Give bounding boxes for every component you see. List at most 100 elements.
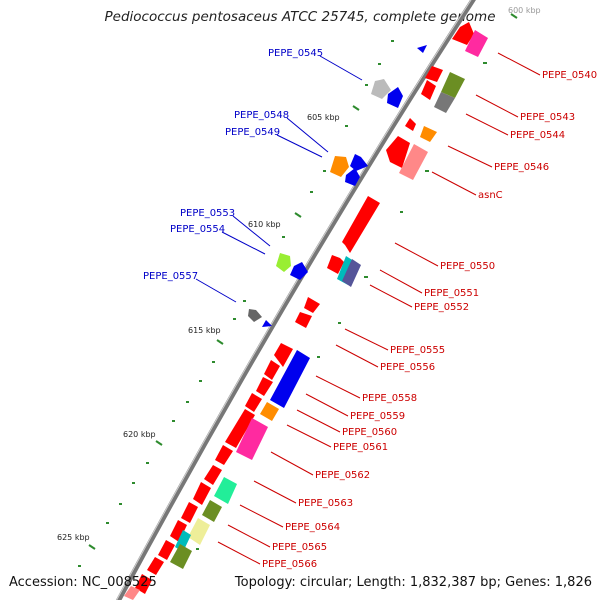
gene-label-reverse[interactable]: PEPE_0558 [362, 393, 417, 404]
gene-label-reverse[interactable]: PEPE_0556 [380, 362, 435, 373]
gene-label-forward[interactable]: PEPE_0549 [225, 127, 280, 138]
gene-label-reverse[interactable]: PEPE_0543 [520, 112, 575, 123]
gene-arrow[interactable] [147, 557, 164, 575]
gene-arrow[interactable] [327, 255, 344, 274]
gene-arrow[interactable] [256, 377, 273, 396]
leader-line [253, 480, 297, 504]
tick-dot [483, 62, 487, 64]
gene-arrow[interactable] [236, 418, 268, 460]
gene-label-forward[interactable]: PEPE_0554 [170, 224, 225, 235]
gene-arrow[interactable] [345, 168, 360, 186]
gene-label-forward[interactable]: PEPE_0548 [234, 110, 289, 121]
gene-arrow[interactable] [387, 87, 403, 108]
gene-label-reverse[interactable]: PEPE_0564 [285, 522, 340, 533]
gene-arrow[interactable] [260, 402, 279, 421]
gene-label-reverse[interactable]: PEPE_0546 [494, 162, 549, 173]
gene-arrow[interactable] [452, 22, 474, 45]
gene-label-reverse[interactable]: PEPE_0540 [542, 70, 597, 81]
gene-label-reverse[interactable]: PEPE_0552 [414, 302, 469, 313]
tick-major [294, 212, 302, 218]
gene-arrow[interactable] [170, 544, 192, 569]
leader-line [379, 269, 423, 294]
gene-label-forward[interactable]: PEPE_0553 [180, 208, 235, 219]
gene-arrow[interactable] [215, 445, 233, 465]
leader-line [286, 117, 329, 153]
gene-label-forward[interactable]: PEPE_0545 [268, 48, 323, 59]
gene-arrow[interactable] [214, 477, 237, 504]
gene-arrow[interactable] [441, 72, 465, 98]
gene-arrow[interactable] [405, 118, 416, 131]
genome-backbone [115, 0, 476, 600]
map-title: Pediococcus pentosaceus ATCC 25745, comp… [104, 9, 496, 25]
gene-arrow[interactable] [276, 253, 291, 272]
tick-dot [78, 565, 81, 567]
scale-label: 605 kbp [307, 113, 340, 122]
gene-label-reverse[interactable]: PEPE_0565 [272, 542, 327, 553]
gene-label-reverse[interactable]: PEPE_0560 [342, 427, 397, 438]
gene-arrow[interactable] [245, 393, 262, 412]
gene-arrow[interactable] [417, 45, 427, 53]
tick-dot [146, 462, 149, 464]
gene-label-reverse[interactable]: PEPE_0566 [262, 559, 317, 570]
scale-label: 615 kbp [188, 326, 221, 335]
tick-dot [345, 125, 348, 127]
gene-arrow[interactable] [248, 309, 262, 322]
gene-label-reverse[interactable]: PEPE_0551 [424, 288, 479, 299]
leader-line [497, 52, 541, 76]
gene-arrow[interactable] [135, 574, 152, 594]
gene-arrow[interactable] [386, 136, 410, 168]
gene-arrow[interactable] [399, 144, 428, 180]
tick-dot [323, 170, 326, 172]
gene-label-reverse[interactable]: PEPE_0559 [350, 411, 405, 422]
gene-arrow[interactable] [204, 465, 222, 485]
gene-arrow[interactable] [264, 360, 280, 380]
leader-line [431, 171, 477, 196]
leader-line [195, 278, 237, 303]
gene-label-reverse[interactable]: PEPE_0550 [440, 261, 495, 272]
gene-label-reverse[interactable]: PEPE_0555 [390, 345, 445, 356]
tick-dots-inner [196, 62, 487, 550]
gene-arrow[interactable] [188, 518, 210, 545]
tick-dot [186, 401, 189, 403]
tick-marks-major [88, 13, 518, 550]
leader-line [227, 524, 271, 548]
forward-genes [248, 45, 427, 327]
gene-arrow[interactable] [270, 350, 310, 408]
gene-arrow[interactable] [170, 520, 187, 542]
scale-label: 600 kbp [508, 6, 541, 15]
gene-arrow[interactable] [350, 154, 368, 171]
scale-label: 625 kbp [57, 533, 90, 542]
gene-label-reverse[interactable]: PEPE_0561 [333, 442, 388, 453]
gene-arrow[interactable] [330, 156, 349, 177]
gene-arrow[interactable] [371, 79, 391, 99]
gene-arrow[interactable] [465, 30, 488, 57]
leader-line [344, 328, 389, 351]
gene-arrow[interactable] [124, 586, 140, 600]
gene-arrow[interactable] [262, 320, 272, 327]
genome-backbone-highlight [116, 0, 472, 600]
gene-arrow[interactable] [434, 92, 455, 113]
leader-line [296, 409, 341, 433]
gene-arrow[interactable] [342, 259, 361, 287]
gene-arrow[interactable] [420, 126, 437, 142]
gene-arrow[interactable] [274, 343, 293, 367]
gene-arrow[interactable] [202, 500, 222, 522]
gene-arrow[interactable] [158, 540, 175, 560]
gene-label-forward[interactable]: PEPE_0557 [143, 271, 198, 282]
gene-label-reverse[interactable]: asnC [478, 190, 503, 201]
gene-label-reverse[interactable]: PEPE_0544 [510, 130, 565, 141]
gene-arrow[interactable] [295, 312, 312, 328]
gene-arrow[interactable] [342, 196, 380, 253]
gene-arrow[interactable] [425, 66, 443, 82]
gene-arrow[interactable] [290, 262, 308, 280]
tick-dot [365, 84, 368, 86]
gene-label-reverse[interactable]: PEPE_0562 [315, 470, 370, 481]
gene-arrow[interactable] [421, 80, 436, 100]
gene-arrow[interactable] [193, 482, 211, 505]
gene-label-reverse[interactable]: PEPE_0563 [298, 498, 353, 509]
gene-arrow[interactable] [225, 409, 255, 448]
leader-line [335, 344, 379, 368]
gene-arrow[interactable] [304, 297, 320, 313]
gene-arrow[interactable] [181, 502, 198, 523]
